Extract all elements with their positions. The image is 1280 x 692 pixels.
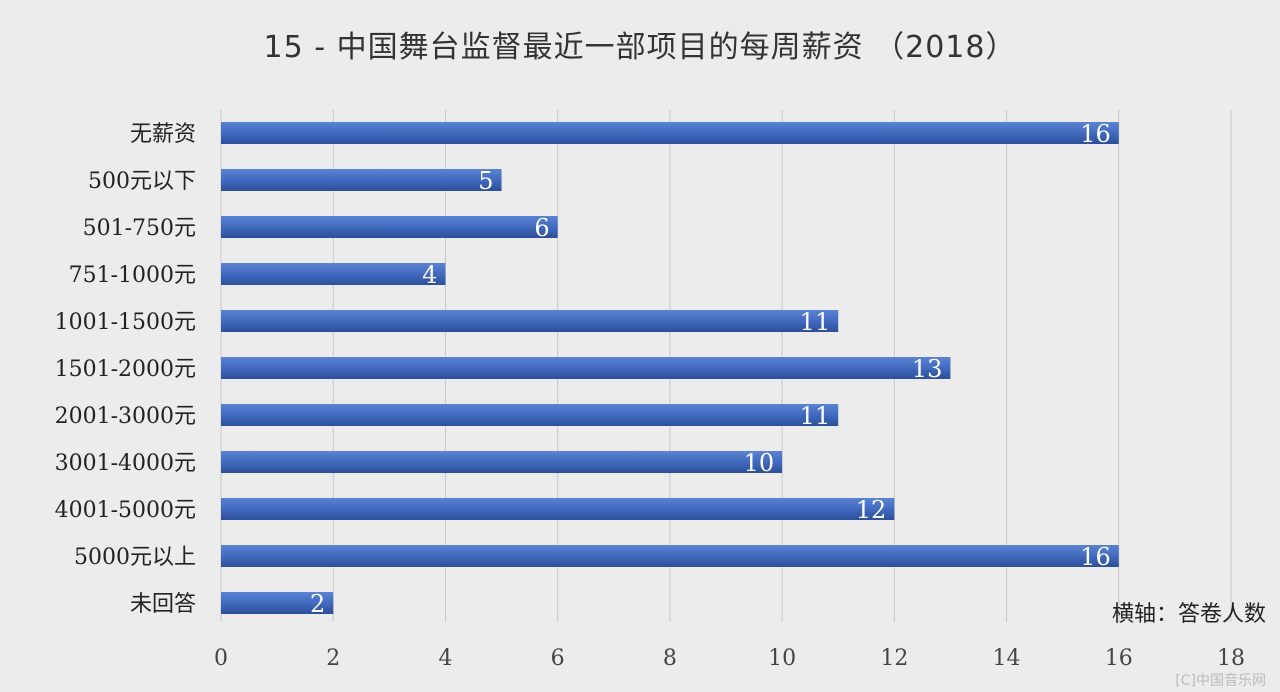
x-tick-label: 0 (214, 646, 228, 671)
x-tick-label: 2 (326, 646, 340, 671)
category-label: 500元以下 (88, 169, 196, 194)
data-label: 2 (310, 590, 325, 618)
category-label: 无薪资 (130, 122, 196, 147)
bar (221, 122, 1119, 144)
bar (221, 451, 783, 473)
bar (221, 216, 558, 238)
data-label: 5 (478, 167, 493, 195)
category-labels: 无薪资 500元以下 501-750元 751-1000元 1001-1500元 1501… (55, 122, 196, 617)
bar (221, 169, 502, 191)
category-label: 1501-2000元 (55, 357, 196, 382)
data-label: 10 (744, 449, 775, 477)
x-tick-label: 14 (993, 646, 1021, 671)
bar (221, 498, 895, 520)
x-tick-label: 8 (663, 646, 677, 671)
data-label: 16 (1080, 120, 1111, 148)
bar (221, 357, 951, 379)
x-tick-label: 16 (1105, 646, 1133, 671)
category-label: 1001-1500元 (55, 310, 196, 335)
bar (221, 404, 839, 426)
data-label: 6 (534, 214, 549, 242)
category-label: 3001-4000元 (55, 451, 196, 476)
category-label: 751-1000元 (69, 263, 196, 288)
chart-title: 15 - 中国舞台监督最近一部项目的每周薪资 （2018） (263, 30, 1017, 65)
data-labels: 16 5 6 4 11 13 11 10 12 16 2 (310, 120, 1111, 618)
data-label: 16 (1080, 543, 1111, 571)
x-axis-label: 横轴：答卷人数 (1111, 602, 1266, 627)
bar (221, 592, 334, 614)
data-label: 12 (856, 496, 887, 524)
x-tick-label: 12 (880, 646, 908, 671)
data-label: 4 (422, 261, 437, 289)
bars (221, 122, 1119, 614)
category-label: 5000元以上 (74, 545, 196, 570)
category-label: 501-750元 (83, 216, 196, 241)
bar (221, 545, 1119, 567)
bar (221, 263, 446, 285)
data-label: 11 (800, 308, 831, 336)
bar (221, 310, 839, 332)
category-label: 未回答 (130, 592, 196, 617)
x-tick-labels: 0 2 4 6 8 10 12 14 16 18 (214, 646, 1245, 671)
x-tick-label: 6 (551, 646, 565, 671)
x-tick-label: 4 (438, 646, 452, 671)
x-tick-label: 10 (768, 646, 796, 671)
data-label: 11 (800, 402, 831, 430)
x-tick-label: 18 (1217, 646, 1245, 671)
category-label: 2001-3000元 (55, 404, 196, 429)
data-label: 13 (912, 355, 943, 383)
category-label: 4001-5000元 (55, 498, 196, 523)
watermark: [C]中国音乐网 (1175, 673, 1266, 689)
